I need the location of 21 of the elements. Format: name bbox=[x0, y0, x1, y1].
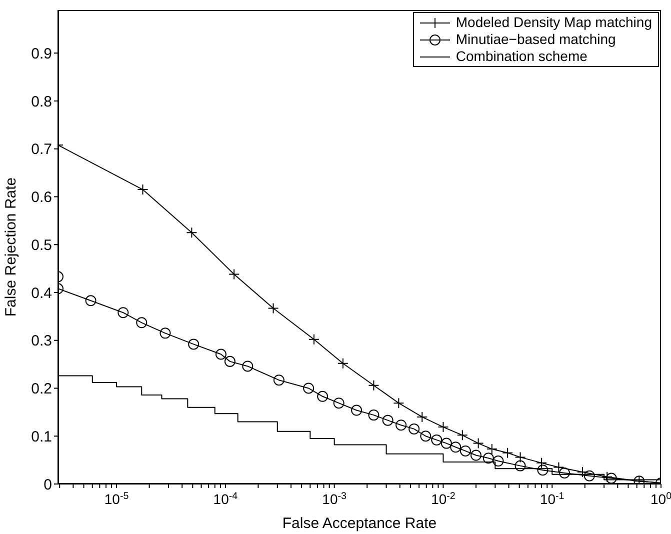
y-axis-title: False Rejection Rate bbox=[2, 177, 20, 317]
y-tick-label: 0.4 bbox=[31, 284, 52, 302]
x-tick-label: 10$^{-4}$ bbox=[213, 490, 238, 507]
x-tick-label: 10$^{0}$ bbox=[650, 490, 671, 507]
x-tick-label: 10$^{-5}$ bbox=[104, 490, 130, 507]
x-tick-label: 10$^{-1}$ bbox=[540, 490, 564, 507]
y-tick-label: 0.1 bbox=[31, 428, 52, 446]
y-tick-label: 0.9 bbox=[31, 45, 52, 62]
y-tick-label: 0 bbox=[44, 476, 52, 494]
x-tick-label: 10$^{-2}$ bbox=[431, 490, 456, 507]
y-tick-label: 0.5 bbox=[31, 236, 52, 254]
y-tick-label: 0.7 bbox=[31, 141, 52, 158]
x-axis-title: False Acceptance Rate bbox=[282, 515, 437, 532]
y-tick-label: 0.2 bbox=[31, 380, 52, 398]
legend-label: Minutiae−based matching bbox=[456, 31, 616, 48]
legend-label: Modeled Density Map matching bbox=[456, 14, 652, 31]
y-tick-label: 0.3 bbox=[31, 332, 52, 350]
legend-label: Combination scheme bbox=[456, 48, 588, 65]
y-tick-label: 0.8 bbox=[31, 93, 52, 110]
x-tick-label: 10$^{-3}$ bbox=[322, 490, 348, 507]
y-tick-label: 0.6 bbox=[31, 189, 52, 206]
